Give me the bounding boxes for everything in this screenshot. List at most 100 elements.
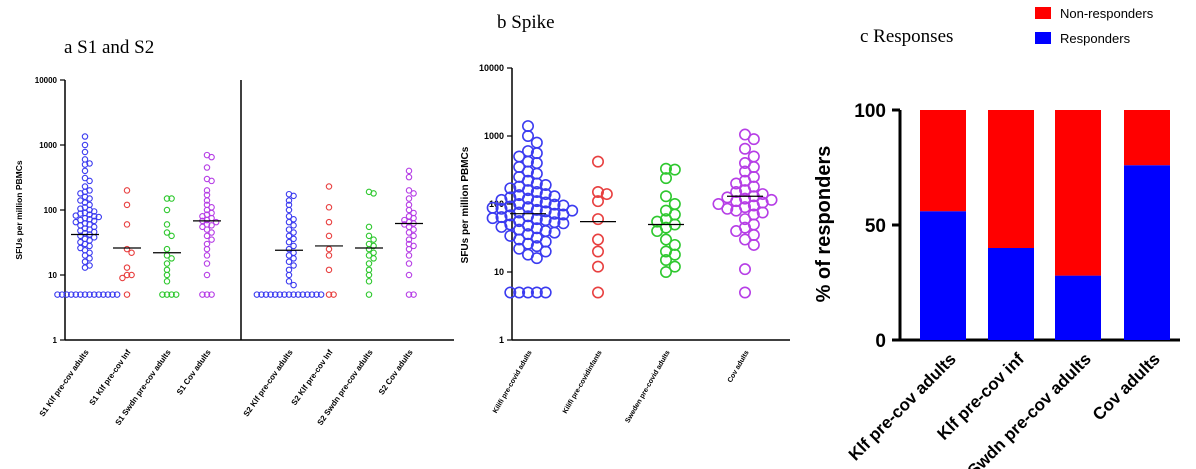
y-tick-label: 10000 — [35, 76, 58, 85]
data-point — [370, 242, 377, 250]
data-point — [168, 232, 175, 240]
data-point — [405, 236, 413, 243]
data-point — [199, 291, 206, 298]
data-point — [521, 286, 534, 299]
data-point — [730, 204, 743, 217]
data-point — [163, 221, 171, 228]
data-point — [495, 193, 508, 206]
data-point — [317, 291, 325, 298]
data-point — [86, 242, 93, 250]
data-point — [163, 195, 171, 202]
data-point — [159, 291, 166, 298]
data-point — [539, 188, 552, 201]
legend-label-non-responders: Non-responders — [1060, 6, 1154, 21]
data-point — [495, 202, 508, 215]
data-point — [77, 190, 84, 197]
data-point — [365, 260, 373, 267]
data-point — [325, 218, 333, 226]
x-category-label: S1 Klf pre-cov Inf — [88, 348, 133, 407]
data-point — [557, 199, 570, 212]
data-point — [285, 226, 293, 233]
data-point — [128, 249, 135, 256]
data-point — [86, 291, 93, 298]
data-point — [651, 215, 664, 228]
panel-b-title: b Spike — [497, 12, 555, 33]
data-point — [548, 207, 561, 220]
data-point — [81, 291, 89, 298]
data-point — [63, 291, 70, 298]
data-point — [548, 198, 561, 211]
data-point — [730, 225, 743, 238]
data-point — [123, 201, 131, 209]
data-point — [285, 258, 293, 265]
data-point — [410, 226, 417, 233]
data-point — [285, 266, 293, 274]
data-point — [659, 162, 672, 175]
data-point — [325, 245, 333, 253]
data-point — [539, 245, 552, 258]
data-point — [365, 245, 373, 253]
data-point — [72, 218, 80, 226]
bar-segment — [1055, 275, 1101, 340]
data-point — [58, 291, 66, 298]
data-point — [290, 229, 297, 236]
data-point — [258, 291, 265, 298]
data-point — [119, 274, 126, 282]
data-point — [163, 206, 171, 214]
data-point — [405, 252, 413, 259]
data-point — [405, 195, 413, 202]
data-point — [123, 245, 131, 253]
y-tick-label: 0 — [875, 331, 886, 352]
data-point — [86, 160, 93, 167]
data-point — [747, 199, 760, 212]
data-point — [208, 236, 215, 243]
data-point — [659, 190, 672, 203]
data-point — [504, 182, 517, 195]
data-point — [738, 213, 751, 226]
data-point — [86, 195, 93, 202]
data-point — [81, 183, 89, 190]
data-point — [730, 186, 743, 199]
data-point — [290, 262, 297, 269]
data-point — [325, 183, 333, 190]
x-category-label: S2 Klf pre-cov Inf — [290, 348, 335, 407]
y-tick-label: 10 — [494, 267, 504, 277]
data-point — [285, 278, 293, 285]
data-point — [203, 260, 211, 267]
data-point — [548, 190, 561, 203]
data-point — [405, 206, 413, 214]
data-point — [365, 266, 373, 274]
legend-swatch-responders — [1035, 32, 1051, 44]
data-point — [104, 291, 112, 298]
data-point — [67, 291, 75, 298]
data-point — [90, 213, 98, 220]
data-point — [203, 291, 211, 298]
data-point — [203, 240, 211, 248]
y-tick-label: 10000 — [479, 63, 504, 73]
data-point — [756, 206, 769, 219]
data-point — [721, 202, 734, 215]
data-point — [203, 206, 211, 214]
panel-b-y-label: SFUs per million PBMCs — [460, 146, 471, 263]
data-point — [591, 245, 604, 258]
data-point — [325, 204, 333, 211]
y-tick-label: 50 — [865, 216, 886, 237]
y-tick-label: 1 — [499, 335, 504, 345]
data-point — [548, 226, 561, 239]
data-point — [81, 156, 89, 163]
data-point — [290, 242, 297, 250]
data-point — [668, 260, 681, 273]
bar-segment — [988, 248, 1034, 340]
data-point — [212, 218, 220, 226]
data-point — [163, 245, 171, 253]
data-point — [730, 177, 743, 190]
panel-a-scatter: SFUs per million PBMCs 1 10 100 1000 10000 S… — [14, 76, 454, 427]
data-point — [747, 133, 760, 146]
data-point — [203, 164, 211, 171]
data-point — [90, 217, 98, 225]
bar-segment — [1124, 165, 1170, 340]
data-point — [290, 216, 297, 223]
data-point — [738, 165, 751, 178]
y-tick-label: 100 — [44, 206, 58, 215]
